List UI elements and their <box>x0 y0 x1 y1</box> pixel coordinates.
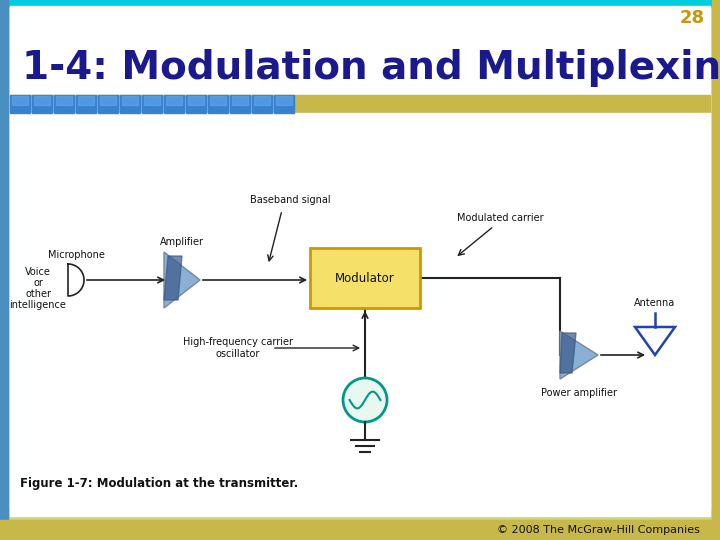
Bar <box>100 96 116 105</box>
Text: 28: 28 <box>680 9 705 27</box>
Bar <box>10 95 710 113</box>
Bar <box>210 96 226 105</box>
Text: Voice: Voice <box>25 267 51 277</box>
Text: Baseband signal: Baseband signal <box>250 195 330 205</box>
Bar <box>10 113 710 508</box>
Bar <box>54 95 74 113</box>
Text: or: or <box>33 278 43 288</box>
Text: oscillator: oscillator <box>216 349 260 359</box>
Bar <box>34 96 50 105</box>
Polygon shape <box>164 252 200 308</box>
Polygon shape <box>635 327 675 355</box>
Text: Microphone: Microphone <box>48 250 104 260</box>
Polygon shape <box>560 333 576 373</box>
Bar <box>0 0 8 540</box>
Bar <box>78 96 94 105</box>
Text: Antenna: Antenna <box>634 298 675 308</box>
Polygon shape <box>164 256 182 300</box>
Text: Modulator: Modulator <box>335 272 395 285</box>
Bar <box>32 95 52 113</box>
Bar <box>232 96 248 105</box>
Text: Modulated carrier: Modulated carrier <box>456 213 544 223</box>
Text: © 2008 The McGraw-Hill Companies: © 2008 The McGraw-Hill Companies <box>497 525 700 535</box>
Bar <box>230 95 250 113</box>
Text: 1-4: Modulation and Multiplexing: 1-4: Modulation and Multiplexing <box>22 49 720 87</box>
Text: Power amplifier: Power amplifier <box>541 388 617 398</box>
Text: Amplifier: Amplifier <box>160 237 204 247</box>
Text: intelligence: intelligence <box>9 300 66 310</box>
Bar <box>0 520 720 540</box>
Bar <box>254 96 270 105</box>
Bar <box>12 96 28 105</box>
Text: High-frequency carrier: High-frequency carrier <box>183 337 293 347</box>
Circle shape <box>343 378 387 422</box>
Bar <box>252 95 272 113</box>
Bar <box>276 96 292 105</box>
Bar <box>144 96 160 105</box>
Bar <box>186 95 206 113</box>
Bar <box>208 95 228 113</box>
Text: Figure 1-7: Modulation at the transmitter.: Figure 1-7: Modulation at the transmitte… <box>20 477 298 490</box>
Bar <box>76 95 96 113</box>
Bar <box>164 95 184 113</box>
Bar <box>712 0 720 540</box>
Bar <box>0 0 720 6</box>
Polygon shape <box>560 331 598 379</box>
Bar <box>56 96 72 105</box>
Bar <box>188 96 204 105</box>
Bar <box>142 95 162 113</box>
Bar <box>310 248 420 308</box>
Bar <box>166 96 182 105</box>
Bar <box>98 95 118 113</box>
Bar <box>10 95 30 113</box>
Polygon shape <box>68 264 84 296</box>
Text: other: other <box>25 289 51 299</box>
Bar <box>122 96 138 105</box>
Bar <box>120 95 140 113</box>
Bar <box>274 95 294 113</box>
